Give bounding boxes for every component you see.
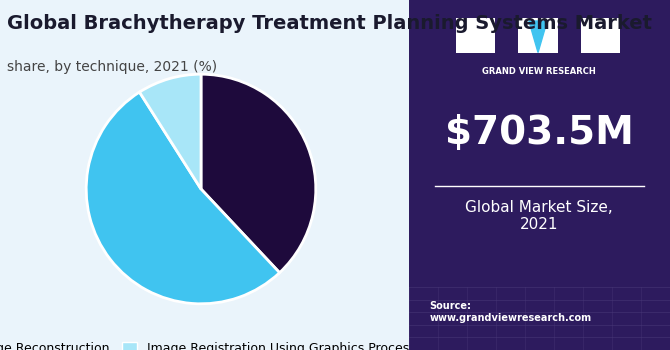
Text: share, by technique, 2021 (%): share, by technique, 2021 (%) (7, 60, 217, 74)
Text: Global Brachytherapy Treatment Planning Systems Market: Global Brachytherapy Treatment Planning … (7, 14, 652, 33)
Text: $703.5M: $703.5M (445, 114, 634, 152)
FancyBboxPatch shape (581, 18, 620, 52)
FancyBboxPatch shape (456, 18, 495, 52)
FancyBboxPatch shape (519, 18, 557, 52)
Wedge shape (139, 74, 201, 189)
Legend: 3D Image Reconstruction, In-Room Imaging, Image Registration Using Graphics Proc: 3D Image Reconstruction, In-Room Imaging… (0, 337, 464, 350)
Text: Source:
www.grandviewresearch.com: Source: www.grandviewresearch.com (429, 301, 592, 323)
Wedge shape (201, 74, 316, 273)
Text: GRAND VIEW RESEARCH: GRAND VIEW RESEARCH (482, 66, 596, 76)
Polygon shape (529, 21, 547, 52)
Text: Global Market Size,
2021: Global Market Size, 2021 (466, 199, 613, 232)
FancyBboxPatch shape (409, 0, 670, 350)
Wedge shape (86, 92, 279, 304)
